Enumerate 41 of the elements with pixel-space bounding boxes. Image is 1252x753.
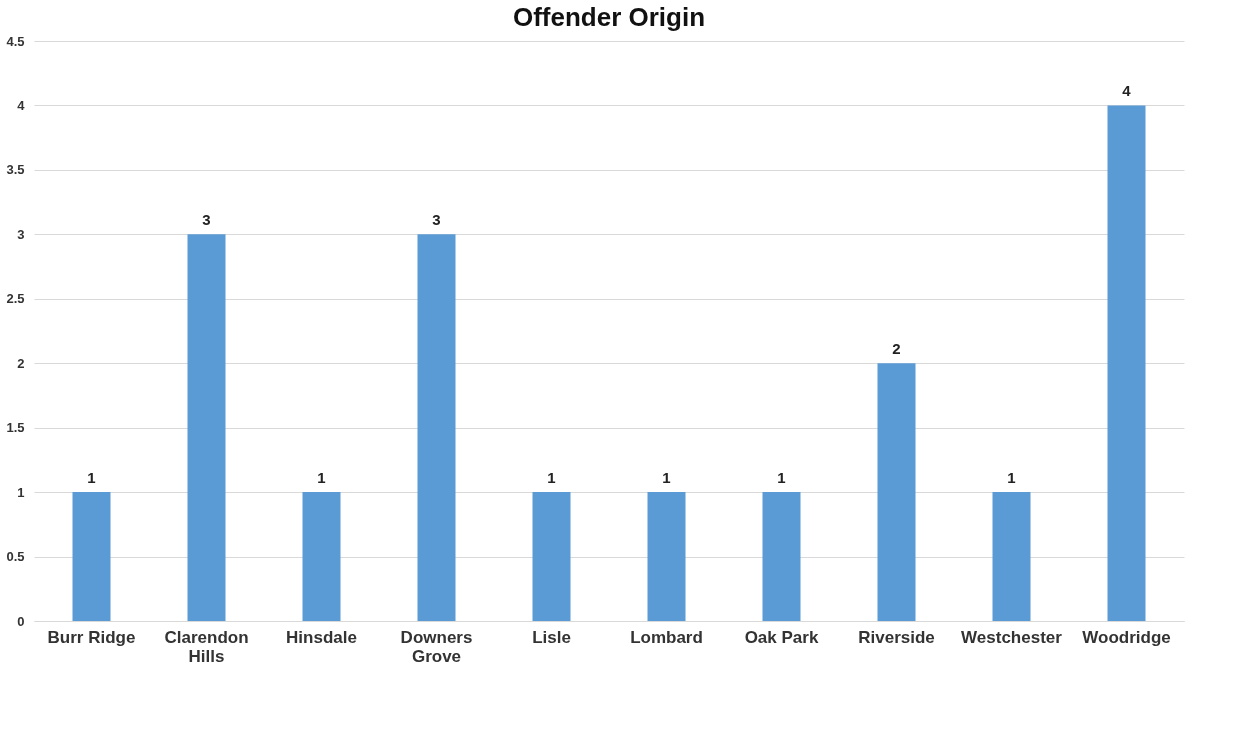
x-tick-label: Downers Grove	[400, 627, 473, 666]
x-tick-label: Hinsdale	[286, 627, 357, 647]
bar	[532, 492, 571, 621]
data-label: 1	[1007, 469, 1016, 487]
y-tick-label: 4	[17, 97, 26, 113]
data-label: 1	[777, 469, 786, 487]
y-tick-label: 2	[17, 355, 25, 371]
data-label: 3	[202, 211, 211, 229]
x-tick-label: Lisle	[532, 627, 571, 647]
data-label: 1	[547, 469, 556, 487]
data-label: 1	[317, 469, 326, 487]
data-label: 1	[87, 469, 96, 487]
y-tick-label: 0	[17, 613, 25, 629]
y-tick-label: 4.5	[6, 33, 25, 49]
bar	[72, 492, 111, 621]
bar	[1107, 105, 1146, 621]
bar	[647, 492, 686, 621]
bar	[992, 492, 1031, 621]
bar	[762, 492, 801, 621]
bar	[417, 234, 456, 621]
y-tick-label: 2.5	[6, 291, 25, 307]
data-label: 1	[662, 469, 671, 487]
x-tick-label: Riverside	[858, 627, 935, 647]
data-label: 2	[892, 340, 901, 358]
y-tick-label: 1.5	[6, 420, 25, 436]
x-tick-label: Woodridge	[1082, 627, 1171, 647]
data-label: 3	[432, 211, 441, 229]
x-tick-label: Burr Ridge	[47, 627, 136, 647]
y-tick-label: 3	[17, 226, 25, 242]
y-tick-label: 1	[17, 484, 25, 500]
x-tick-label: Westchester	[961, 627, 1063, 647]
x-tick-label: Oak Park	[744, 627, 819, 647]
bar	[302, 492, 341, 621]
y-tick-label: 0.5	[6, 549, 25, 565]
chart-title: Offender Origin	[512, 2, 706, 32]
data-label: 4	[1122, 82, 1132, 100]
bar	[187, 234, 226, 621]
y-tick-label: 3.5	[6, 162, 25, 178]
x-tick-label: Clarendon Hills	[164, 627, 249, 666]
bar	[877, 363, 916, 621]
x-tick-label: Lombard	[630, 627, 703, 647]
